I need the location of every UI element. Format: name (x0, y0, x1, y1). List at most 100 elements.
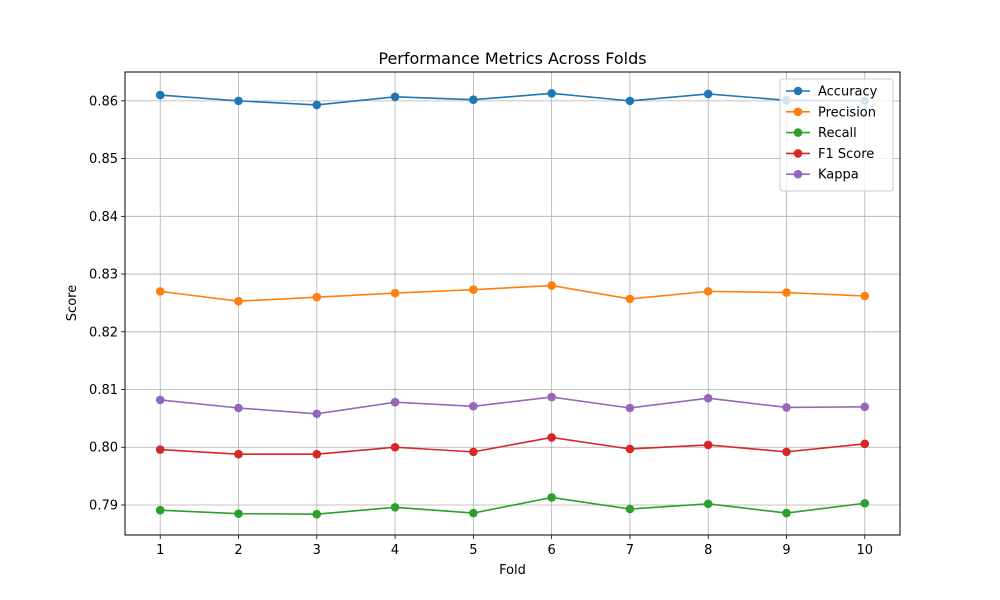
data-point-recall (234, 509, 243, 518)
data-point-kappa (390, 397, 400, 407)
data-point-f1-score (625, 444, 635, 454)
data-point-precision (625, 294, 635, 304)
data-point-recall (312, 509, 322, 519)
series-line-recall (160, 496, 865, 516)
data-point-accuracy (155, 90, 165, 100)
legend-swatch-marker (793, 107, 803, 117)
legend-swatch-marker (793, 149, 803, 158)
data-point-precision (234, 296, 243, 306)
legend-item-f1-score: F1 Score (786, 147, 874, 162)
data-point-precision (547, 281, 556, 290)
x-tick-label: 5 (469, 543, 477, 558)
data-point-f1-score (782, 447, 791, 457)
data-point-accuracy (469, 95, 478, 105)
data-point-accuracy (312, 100, 322, 110)
data-point-kappa (703, 393, 713, 403)
data-point-accuracy (547, 89, 556, 98)
data-point-recall (547, 493, 556, 502)
x-tick-label: 3 (313, 543, 321, 558)
data-point-f1-score (703, 440, 713, 450)
data-point-kappa (312, 409, 322, 419)
legend-label: Recall (818, 126, 857, 141)
y-tick-label: 0.83 (89, 268, 118, 283)
y-tick-label: 0.81 (89, 383, 118, 398)
x-tick-label: 10 (856, 543, 873, 558)
data-point-accuracy (390, 92, 400, 102)
x-tick-label: 9 (782, 543, 790, 558)
data-point-recall (155, 505, 165, 515)
legend-label: Accuracy (818, 85, 878, 100)
data-point-kappa (625, 403, 635, 413)
legend-swatch-marker (793, 128, 803, 137)
legend-label: Kappa (818, 168, 859, 183)
data-point-kappa (547, 392, 556, 402)
y-axis-title: Score (65, 285, 80, 321)
data-point-kappa (469, 401, 478, 411)
data-point-recall (860, 498, 870, 508)
data-point-accuracy (234, 96, 243, 106)
series-precision (155, 281, 870, 306)
data-point-precision (155, 287, 165, 296)
series-line-precision (160, 284, 865, 302)
data-point-precision (469, 285, 478, 294)
data-point-f1-score (469, 447, 478, 457)
x-tick-label: 6 (548, 543, 556, 558)
data-point-f1-score (155, 445, 165, 454)
data-point-f1-score (234, 449, 243, 459)
data-point-kappa (234, 403, 243, 413)
legend-label: Precision (818, 105, 876, 120)
legend-box (779, 78, 894, 192)
data-point-recall (625, 504, 635, 514)
data-point-kappa (155, 395, 165, 405)
x-tick-label: 1 (156, 543, 164, 558)
legend-swatch-marker (793, 169, 803, 179)
data-point-accuracy (703, 89, 713, 99)
legend-item-recall: Recall (786, 126, 857, 141)
series-line-kappa (160, 396, 865, 415)
series-f1-score (155, 433, 870, 459)
data-point-f1-score (390, 442, 400, 452)
chart-title: Performance Metrics Across Folds (378, 49, 646, 68)
data-point-precision (782, 288, 791, 297)
y-tick-label: 0.79 (89, 498, 118, 513)
y-tick-label: 0.85 (89, 152, 118, 167)
data-point-precision (312, 292, 322, 302)
data-point-accuracy (625, 96, 635, 106)
legend-item-kappa: Kappa (786, 168, 859, 183)
data-point-recall (469, 508, 478, 518)
data-point-f1-score (860, 439, 870, 449)
legend-item-precision: Precision (786, 105, 876, 120)
data-point-f1-score (312, 449, 322, 459)
y-tick-label: 0.82 (89, 325, 118, 340)
data-point-precision (860, 291, 870, 301)
series-lines (155, 89, 870, 519)
data-point-kappa (782, 403, 791, 412)
plot-frame (124, 71, 901, 536)
data-point-precision (703, 287, 713, 296)
data-point-recall (703, 499, 713, 509)
data-point-kappa (860, 402, 870, 412)
data-point-recall (782, 508, 791, 518)
x-tick-label: 7 (626, 543, 634, 558)
series-line-accuracy (160, 92, 865, 106)
x-tick-label: 8 (704, 543, 712, 558)
data-point-f1-score (547, 433, 556, 442)
legend-label: F1 Score (818, 147, 874, 162)
x-axis-ticks: 1 2 3 4 5 6 7 8 9 10 (156, 535, 873, 558)
legend: Accuracy Precision Recall F1 Score Kappa (779, 78, 894, 192)
x-axis-title: Fold (499, 563, 526, 578)
x-tick-label: 2 (234, 543, 242, 558)
data-point-precision (390, 288, 400, 298)
series-recall (155, 493, 870, 519)
y-axis-ticks: 0.79 0.80 0.81 0.82 0.83 0.84 0.85 0.86 (89, 94, 125, 513)
legend-item-accuracy: Accuracy (786, 85, 878, 100)
x-tick-label: 4 (391, 543, 399, 558)
y-tick-label: 0.80 (89, 441, 118, 456)
y-tick-label: 0.86 (89, 94, 118, 109)
legend-swatch-marker (793, 86, 803, 96)
series-line-f1-score (160, 436, 865, 455)
y-tick-label: 0.84 (89, 210, 118, 225)
series-kappa (155, 392, 870, 419)
